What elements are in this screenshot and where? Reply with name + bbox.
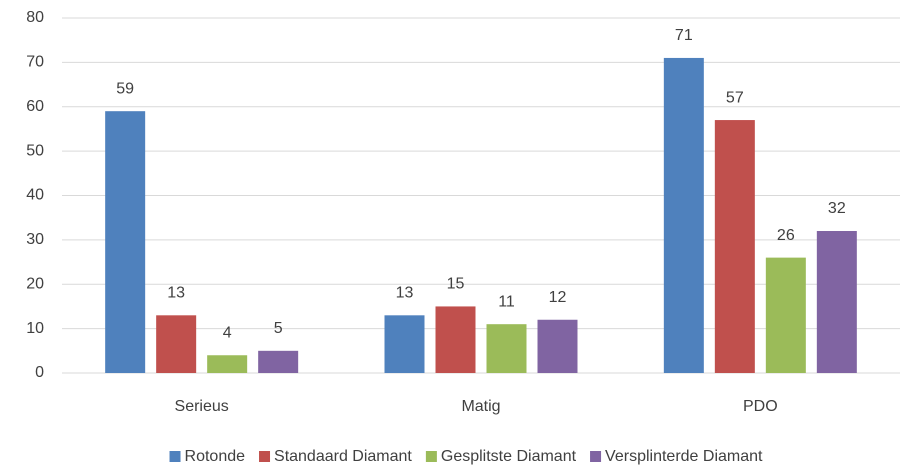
data-label: 57 xyxy=(726,89,744,106)
y-tick-label: 0 xyxy=(35,364,44,381)
bar xyxy=(384,315,425,373)
bar xyxy=(156,315,197,373)
data-label: 59 xyxy=(116,80,134,97)
legend-label: Gesplitste Diamant xyxy=(441,448,577,465)
data-label: 71 xyxy=(675,27,693,44)
bar xyxy=(105,111,146,373)
x-tick-label: PDO xyxy=(743,398,778,415)
bar xyxy=(765,257,806,373)
legend-swatch xyxy=(259,451,271,462)
bar xyxy=(537,319,578,373)
legend-label: Versplinterde Diamant xyxy=(605,448,763,465)
data-label: 4 xyxy=(223,324,232,341)
bar xyxy=(816,231,857,373)
legend-swatch xyxy=(425,451,437,462)
legend-label: Rotonde xyxy=(185,448,246,465)
y-tick-label: 80 xyxy=(26,9,44,26)
legend-swatch xyxy=(169,451,181,462)
legend-label: Standaard Diamant xyxy=(274,448,412,465)
data-label: 15 xyxy=(447,276,465,293)
y-tick-label: 50 xyxy=(26,142,44,159)
bar xyxy=(435,306,476,373)
x-tick-label: Serieus xyxy=(175,398,229,415)
data-label: 26 xyxy=(777,227,795,244)
y-tick-label: 40 xyxy=(26,187,44,204)
y-tick-label: 60 xyxy=(26,98,44,115)
bar xyxy=(714,120,755,373)
data-label: 11 xyxy=(498,293,515,310)
data-label: 32 xyxy=(828,200,846,217)
y-tick-label: 20 xyxy=(26,275,44,292)
y-tick-label: 10 xyxy=(26,320,44,337)
y-tick-label: 30 xyxy=(26,231,44,248)
bar xyxy=(258,350,299,373)
data-label: 13 xyxy=(396,285,414,302)
legend-swatch xyxy=(590,451,602,462)
y-tick-label: 70 xyxy=(26,54,44,71)
data-label: 5 xyxy=(274,320,283,337)
data-label: 12 xyxy=(549,289,567,306)
bar xyxy=(663,57,704,373)
data-label: 13 xyxy=(167,285,185,302)
x-tick-label: Matig xyxy=(461,398,500,415)
bar xyxy=(207,355,248,373)
bar xyxy=(486,324,527,373)
